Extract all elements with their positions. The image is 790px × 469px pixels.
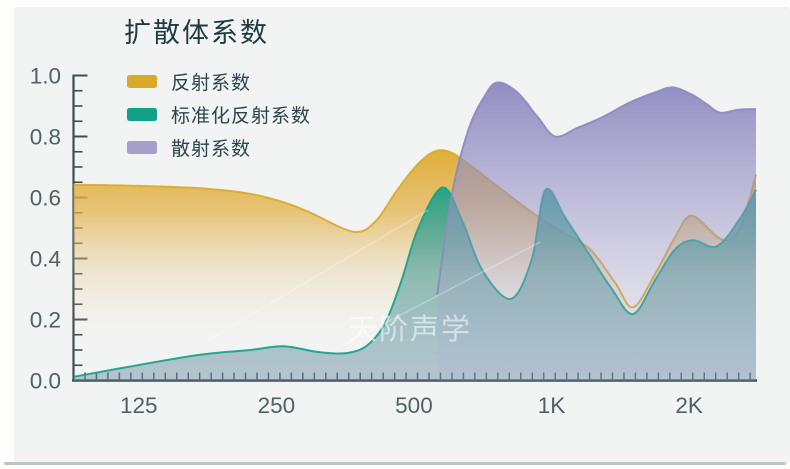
y-tick-label: 0.0 bbox=[30, 369, 61, 394]
legend-swatch bbox=[127, 74, 157, 88]
x-tick-label: 125 bbox=[120, 393, 158, 418]
legend-item-0[interactable]: 反射系数 bbox=[127, 70, 311, 94]
legend-item-label: 散射系数 bbox=[171, 138, 252, 160]
x-tick-label: 250 bbox=[258, 393, 296, 418]
legend-item-1[interactable]: 标准化反射系数 bbox=[127, 103, 312, 127]
y-tick-label: 0.6 bbox=[30, 186, 61, 211]
y-tick-label: 0.2 bbox=[30, 308, 61, 333]
legend-item-label: 反射系数 bbox=[171, 72, 252, 94]
bottom-divider bbox=[4, 462, 786, 465]
chart-title: 扩散体系数 bbox=[124, 18, 269, 48]
y-tick-label: 0.4 bbox=[30, 247, 61, 272]
y-tick-label: 0.8 bbox=[30, 125, 61, 150]
legend-swatch bbox=[127, 107, 157, 121]
x-tick-label: 2K bbox=[675, 393, 703, 418]
legend: 反射系数标准化反射系数 散射系数 bbox=[127, 70, 311, 169]
legend-item-2[interactable]: 散射系数 bbox=[127, 136, 311, 160]
y-tick-label: 1.0 bbox=[30, 64, 61, 89]
legend-swatch bbox=[127, 140, 157, 154]
curve-series-2 bbox=[436, 81, 757, 296]
x-tick-label: 500 bbox=[395, 393, 433, 418]
x-tick-label: 1K bbox=[538, 393, 566, 418]
area-series-2 bbox=[437, 82, 756, 381]
legend-item-label: 标准化反射系数 bbox=[171, 105, 312, 127]
